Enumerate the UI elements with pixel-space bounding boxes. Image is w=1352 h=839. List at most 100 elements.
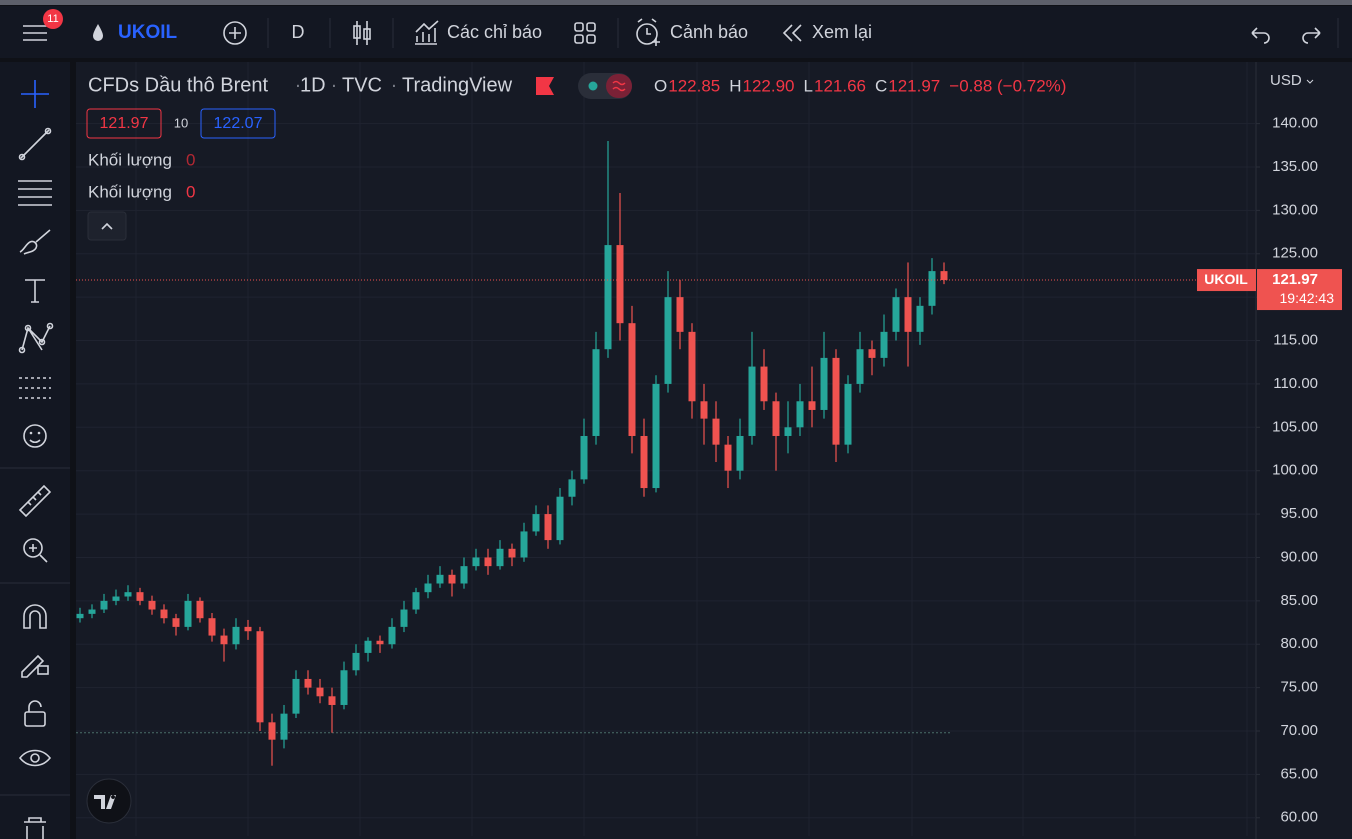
undo[interactable]	[1251, 27, 1270, 44]
ohlc-key: C	[875, 76, 887, 95]
window-edge	[0, 0, 1352, 5]
pattern-tool[interactable]	[18, 322, 54, 354]
candle-body	[376, 640, 384, 645]
candle-body	[796, 401, 804, 428]
emoji-tool[interactable]	[23, 424, 47, 448]
candle-body	[820, 357, 828, 410]
delete-tool[interactable]	[24, 817, 46, 839]
left-toolbar	[0, 62, 70, 839]
candle-body	[748, 366, 756, 436]
candle-body	[496, 548, 504, 567]
bid-box[interactable]	[86, 108, 162, 139]
ask: 122.07	[214, 115, 263, 132]
candle-body	[280, 713, 288, 740]
legend-timeframe: 1D	[300, 74, 326, 96]
replay-button[interactable]: Xem lại	[812, 22, 872, 42]
y-tick-label: 60.00	[1280, 809, 1318, 826]
candle-body	[316, 687, 324, 697]
symbol-icon	[93, 24, 103, 41]
y-tick-label: 95.00	[1280, 505, 1318, 522]
symbol-label: UKOIL	[1204, 271, 1248, 287]
status-delay	[606, 74, 632, 98]
ruler-tool[interactable]	[18, 484, 52, 518]
redo[interactable]	[1302, 27, 1321, 44]
crosshair-tool[interactable]	[21, 80, 49, 108]
top-toolbar	[0, 6, 1352, 58]
collapse-legend[interactable]	[87, 211, 127, 241]
zoom-tool[interactable]	[23, 538, 48, 563]
y-tick-label: 75.00	[1280, 679, 1318, 696]
candle-body	[172, 618, 180, 627]
volume-value: 0	[186, 150, 195, 169]
interval[interactable]: D	[292, 22, 305, 42]
candle-body	[844, 383, 852, 445]
visibility-tool[interactable]	[18, 749, 52, 767]
candle-body	[556, 496, 564, 541]
candle-body	[688, 331, 696, 402]
candle-body	[736, 435, 744, 471]
candle-body	[676, 297, 684, 332]
compare-button[interactable]	[223, 21, 247, 45]
candle-body	[808, 401, 816, 410]
symbol[interactable]: UKOIL	[118, 22, 178, 43]
change: −0.88 (−0.72%)	[949, 76, 1066, 95]
bid: 121.97	[100, 115, 149, 132]
chart-pane	[76, 62, 1352, 839]
candle-body	[916, 305, 924, 332]
candle-body	[580, 435, 588, 480]
indicators-button[interactable]: Các chỉ báo	[447, 22, 542, 42]
menu-button[interactable]	[23, 25, 47, 41]
candle-body	[856, 349, 864, 384]
candle-body	[76, 613, 84, 619]
candle-body	[292, 678, 300, 714]
candle-body	[760, 366, 768, 402]
candle-body	[196, 600, 204, 619]
lock-tool[interactable]	[24, 700, 46, 727]
candle-body	[340, 670, 348, 705]
badge-count: 11	[47, 13, 58, 25]
flag[interactable]	[536, 77, 554, 95]
text-tool[interactable]	[25, 279, 45, 303]
layouts-button[interactable]	[574, 22, 596, 44]
prediction-tool[interactable]	[19, 377, 51, 399]
candle-body	[784, 427, 792, 436]
y-tick-label: 85.00	[1280, 592, 1318, 609]
candle-body	[256, 631, 264, 723]
y-tick-label: 140.00	[1272, 115, 1318, 132]
y-tick-label: 65.00	[1280, 765, 1318, 782]
candle-body	[616, 245, 624, 324]
y-tick-label: 80.00	[1280, 635, 1318, 652]
volume-value: 0	[186, 182, 195, 201]
trend-line-tool[interactable]	[18, 127, 52, 161]
candle-body	[664, 297, 672, 384]
ohlc: O 122.85 H 122.90 L 121.66 C 121.97 −0.88 (−0.72…	[654, 76, 1066, 95]
spread: 10	[174, 115, 188, 130]
currency-caret	[1306, 79, 1314, 84]
candle-body	[868, 349, 876, 358]
collapse-icon	[101, 222, 113, 230]
candle-body	[928, 271, 936, 306]
volume-label: Khối lượng	[88, 150, 172, 169]
symbol-label-box	[1197, 269, 1256, 292]
ask-box[interactable]	[200, 108, 276, 139]
candle-body	[184, 600, 192, 627]
chart-type-button[interactable]	[353, 21, 371, 45]
magnet-tool[interactable]	[23, 604, 47, 629]
candle-body	[424, 583, 432, 593]
candle-body	[100, 600, 108, 610]
candle-body	[712, 418, 720, 445]
candle-body	[892, 297, 900, 332]
currency[interactable]: USD	[1270, 72, 1302, 89]
brush-tool[interactable]	[19, 229, 51, 255]
ohlc-key: L	[804, 76, 813, 95]
y-tick-label: 90.00	[1280, 548, 1318, 565]
candle-body	[724, 444, 732, 471]
separator: ·	[295, 74, 302, 96]
fib-tool[interactable]	[18, 180, 52, 206]
candle-body	[412, 592, 420, 610]
ohlc-value: 121.66	[814, 76, 866, 95]
y-tick-label: 125.00	[1272, 245, 1318, 262]
alerts-button[interactable]: Cảnh báo	[670, 22, 748, 42]
lock-drawing-tool[interactable]	[21, 654, 49, 678]
